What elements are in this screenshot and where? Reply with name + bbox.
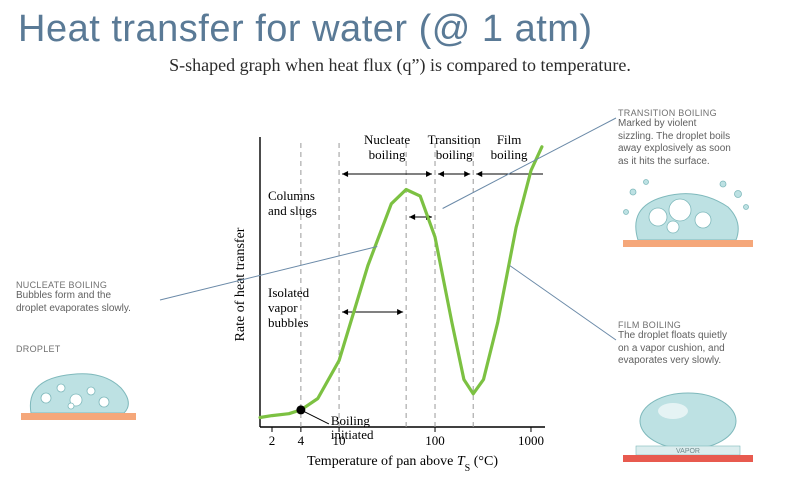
svg-text:boiling: boiling [436, 147, 473, 162]
svg-text:and slugs: and slugs [268, 203, 317, 218]
nucleate-annotation: NUCLEATE BOILING Bubbles form and the dr… [16, 280, 166, 315]
svg-text:Isolated: Isolated [268, 285, 310, 300]
nucleate-body: Bubbles form and the droplet evaporates … [16, 290, 166, 315]
nucleate-heading: NUCLEATE BOILING [16, 280, 166, 290]
svg-text:2: 2 [269, 433, 276, 448]
svg-text:boiling: boiling [369, 147, 406, 162]
svg-text:Boiling: Boiling [331, 413, 371, 428]
svg-text:vapor: vapor [268, 300, 298, 315]
page-subtitle: S-shaped graph when heat flux (q”) is co… [0, 55, 800, 76]
svg-text:Columns: Columns [268, 188, 315, 203]
svg-text:Temperature of pan above TS (: Temperature of pan above TS (°C) [307, 454, 498, 472]
svg-text:4: 4 [298, 433, 305, 448]
film-illustration: VAPOR [618, 376, 758, 466]
svg-text:Nucleate: Nucleate [364, 132, 410, 147]
svg-text:VAPOR: VAPOR [676, 448, 700, 455]
svg-text:Rate of heat transfer: Rate of heat transfer [233, 227, 248, 341]
film-annotation: FILM BOILING The droplet floats quietly … [618, 320, 783, 368]
film-heading: FILM BOILING [618, 320, 783, 330]
svg-text:100: 100 [425, 433, 445, 448]
transition-body: Marked by violent sizzling. The droplet … [618, 118, 783, 168]
droplet-label: DROPLET [16, 344, 61, 354]
svg-text:Film: Film [497, 132, 522, 147]
transition-heading: TRANSITION BOILING [618, 108, 783, 118]
droplet-illustration [16, 358, 141, 428]
svg-text:initiated: initiated [331, 427, 374, 442]
transition-annotation: TRANSITION BOILING Marked by violent siz… [618, 108, 783, 168]
boiling-curve-chart: 24101001000Temperature of pan above TS (… [225, 112, 555, 472]
svg-text:1000: 1000 [518, 433, 544, 448]
film-body: The droplet floats quietly on a vapor cu… [618, 330, 783, 368]
svg-text:boiling: boiling [491, 147, 528, 162]
transition-illustration [618, 172, 758, 252]
svg-text:Transition: Transition [428, 132, 481, 147]
svg-text:bubbles: bubbles [268, 315, 308, 330]
page-title: Heat transfer for water (@ 1 atm) [0, 0, 800, 51]
